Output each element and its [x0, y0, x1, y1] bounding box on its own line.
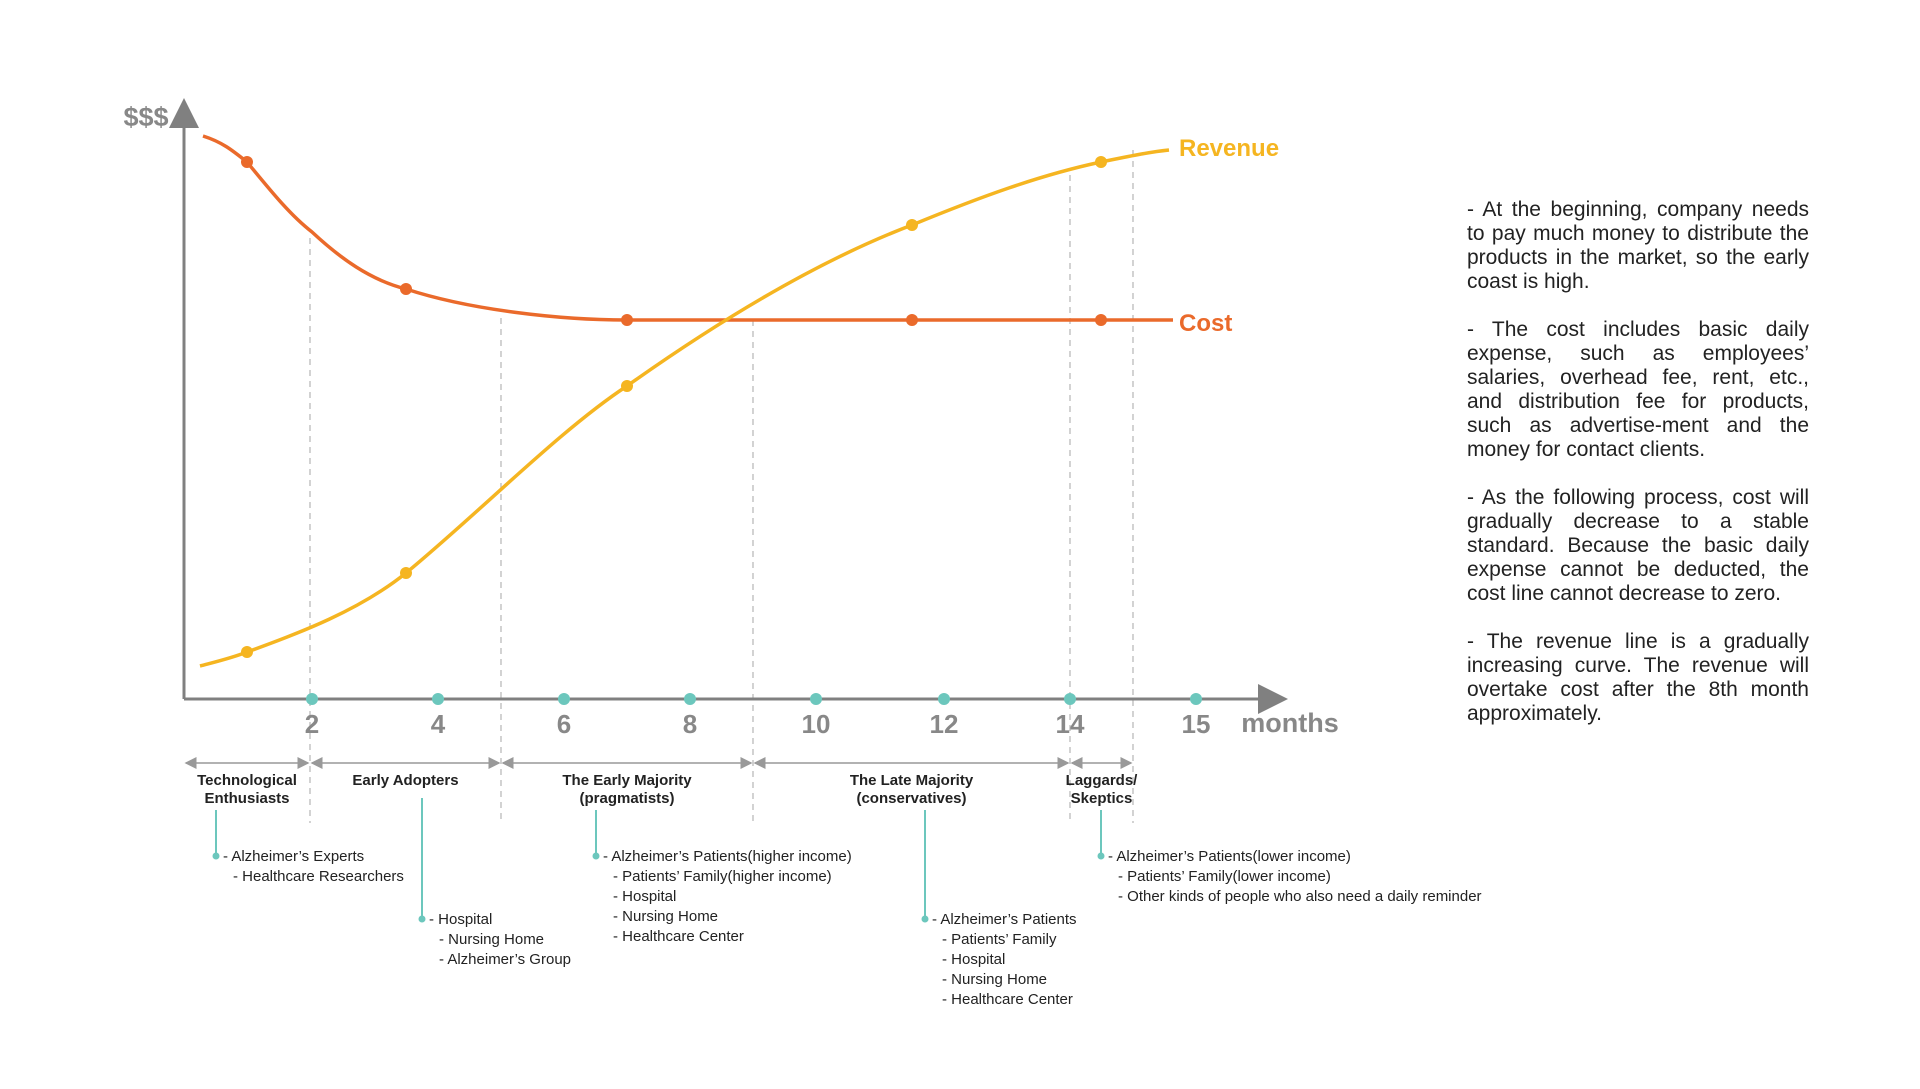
connector-dot: [921, 915, 929, 923]
x-tick-label: 4: [431, 709, 446, 739]
connector-dot: [1097, 852, 1105, 860]
segment-item: - Nursing Home: [439, 931, 544, 948]
x-axis-label: months: [1241, 708, 1339, 738]
segment-label: Technological: [197, 772, 297, 789]
connector-dot: [418, 915, 426, 923]
revenue-points: [241, 156, 1107, 658]
segment-label: Laggards/: [1066, 772, 1139, 789]
segment-item: - Alzheimer’s Experts: [223, 848, 364, 865]
connector-dot: [212, 852, 220, 860]
x-tick-label: 8: [683, 709, 697, 739]
x-tick-label: 2: [305, 709, 319, 739]
x-tick-label: 6: [557, 709, 571, 739]
x-tick-dot: [306, 693, 318, 705]
segment-item: - Alzheimer’s Group: [439, 951, 571, 968]
x-tick-dot: [558, 693, 570, 705]
segment-item: - Alzheimer’s Patients(lower income): [1108, 848, 1351, 865]
segment-label: (conservatives): [856, 790, 966, 807]
revenue-label: Revenue: [1179, 135, 1279, 162]
segment-item: - Hospital: [942, 951, 1005, 968]
cost-curve: [202, 134, 1173, 322]
segment-item: - Other kinds of people who also need a …: [1118, 888, 1482, 905]
segment-item: - Patients’ Family(lower income): [1118, 868, 1331, 885]
segment-item: - Patients’ Family: [942, 931, 1057, 948]
notes: - At the beginning, company needs to pay…: [1467, 198, 1809, 750]
segment-label: Early Adopters: [352, 772, 458, 789]
x-tick-label: 14: [1056, 709, 1085, 739]
note: - The cost includes basic daily expense,…: [1467, 318, 1809, 461]
segment-item: - Nursing Home: [613, 908, 718, 925]
revenue-curve: [199, 148, 1170, 668]
x-tick-dot: [432, 693, 444, 705]
segment-label: The Late Majority: [850, 772, 974, 789]
dashed-dividers: [309, 150, 1134, 823]
note: - At the beginning, company needs to pay…: [1467, 198, 1809, 293]
x-tick-dot: [810, 693, 822, 705]
connector-dot: [592, 852, 600, 860]
x-tick-label: 15: [1182, 709, 1211, 739]
x-tick-dot: [1064, 693, 1076, 705]
segment-item: - Hospital: [429, 911, 492, 928]
segment-item: - Healthcare Center: [613, 928, 744, 945]
x-tick-label: 10: [802, 709, 831, 739]
x-tick-label: 12: [930, 709, 959, 739]
cost-points: [241, 156, 1107, 326]
segment-item: - Alzheimer’s Patients(higher income): [603, 848, 852, 865]
y-axis-label: $$$: [123, 102, 168, 132]
segment-item: - Alzheimer’s Patients: [932, 911, 1077, 928]
segment-label: Skeptics: [1071, 790, 1133, 807]
segment-item: - Nursing Home: [942, 971, 1047, 988]
segment-item: - Healthcare Center: [942, 991, 1073, 1008]
segment-label: (pragmatists): [579, 790, 674, 807]
x-tick-dot: [684, 693, 696, 705]
note: - As the following process, cost will gr…: [1467, 486, 1809, 605]
cost-label: Cost: [1179, 310, 1232, 337]
segment-label: Enthusiasts: [204, 790, 289, 807]
segment-label: The Early Majority: [562, 772, 692, 789]
segment-item: - Patients’ Family(higher income): [613, 868, 832, 885]
segment-item: - Healthcare Researchers: [233, 868, 404, 885]
segment-item: - Hospital: [613, 888, 676, 905]
x-tick-dot: [1190, 693, 1202, 705]
note: - The revenue line is a gradually increa…: [1467, 630, 1809, 725]
x-tick-dot: [938, 693, 950, 705]
